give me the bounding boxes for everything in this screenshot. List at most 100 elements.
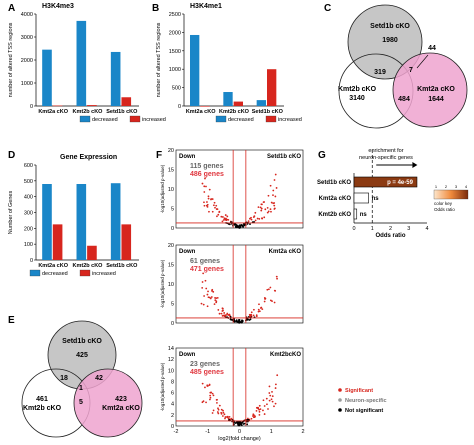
x-category-label: Kmt2a cKO (38, 263, 68, 269)
x-axis-label: Odds ratio (375, 233, 405, 239)
volcano-point (218, 211, 221, 213)
volcano-point (206, 201, 208, 203)
panel-label-e: E (8, 315, 15, 326)
volcano-point (229, 315, 232, 318)
x-tick-label: 2 (389, 226, 392, 232)
venn-c-count-setd1b-kmt2a: 44 (428, 45, 436, 52)
volcano-point (212, 409, 215, 412)
volcano-point (262, 201, 265, 204)
colorbar-tick: 4 (465, 184, 468, 189)
volcano-point (267, 194, 270, 197)
volcano-point (201, 382, 204, 385)
odds-bar (353, 208, 358, 220)
y-tick-label: 4000 (21, 12, 33, 18)
volcano-frame (175, 244, 304, 324)
volcano-point (274, 387, 277, 389)
volcano-point (224, 417, 226, 420)
chart-title: Gene Expression (60, 154, 117, 161)
volcano-point (257, 406, 259, 409)
volcano-point (234, 422, 237, 424)
volcano-point (209, 394, 212, 397)
volcano-point (226, 313, 228, 316)
volcano-point (214, 206, 216, 209)
legend-label: increased (92, 271, 116, 277)
venn-c-count-setd1b: 1980 (382, 37, 398, 44)
volcano-point (269, 184, 272, 187)
volcano-point (221, 310, 224, 312)
legend-label: increased (278, 117, 302, 123)
panel-label-a: A (8, 3, 15, 14)
y-tick-label: 0 (178, 104, 181, 110)
volcano-point (250, 218, 253, 221)
volcano-point (230, 417, 233, 420)
volcano-point (242, 423, 245, 425)
chart-title: H3K4me3 (42, 3, 74, 10)
volcano-point (214, 297, 216, 299)
volcano-point (222, 219, 225, 221)
legend-label: Neuron-specific (345, 398, 387, 404)
y-category-label: Kmt2a cKO (319, 196, 352, 202)
y-tick-label: 2 (171, 413, 174, 419)
x-tick-label: 3 (407, 226, 410, 232)
volcano-point (203, 204, 206, 207)
volcano-point (203, 191, 206, 193)
annotation-line2: neuron-specific genes (359, 155, 413, 161)
x-category-label: Setd1b cKO (106, 109, 138, 115)
volcano-point (241, 225, 244, 228)
volcano-point (236, 224, 239, 227)
volcano-point (256, 217, 259, 220)
volcano-point (216, 401, 218, 404)
y-tick-label: 2000 (21, 58, 33, 64)
x-category-label: Kmt2a cKO (38, 109, 68, 115)
legend-label: Significant (345, 388, 373, 394)
volcano-point (211, 210, 214, 213)
venn-e-count-all: 1 (79, 385, 83, 392)
chart-gene-expression: Gene Expression 0 100 200 300 400 500 600 Number… (8, 154, 139, 277)
y-tick-label: 10 (168, 368, 174, 374)
volcano-point (274, 383, 277, 386)
volcano-point (241, 319, 243, 322)
y-tick-label: 8 (171, 379, 174, 385)
volcano-point (271, 395, 274, 398)
volcano-point (223, 312, 226, 314)
volcano-point (236, 321, 239, 324)
bar-increased (87, 245, 97, 260)
y-axis-label: -log10(adjusted p-value) (160, 259, 165, 308)
volcano-point (224, 214, 227, 216)
volcano-point (220, 215, 223, 218)
volcano-point (213, 303, 216, 306)
legend-swatch-increased (79, 269, 91, 277)
volcano-point (221, 307, 224, 310)
bar-decreased (110, 51, 121, 106)
venn-e-count-setd1b-kmt2b: 18 (60, 375, 68, 382)
volcano-point (263, 297, 266, 299)
odds-bar (353, 192, 369, 204)
y-tick-label: 0 (171, 226, 174, 232)
volcano-point (255, 314, 258, 317)
volcano-point (218, 312, 221, 315)
volcano-point (255, 409, 258, 412)
volcano-point (275, 187, 278, 189)
volcano-point (230, 318, 233, 321)
volcano-point (207, 290, 209, 293)
x-tick-label: 0 (352, 226, 355, 232)
volcano-point (263, 405, 266, 407)
volcano-point (216, 411, 219, 413)
legend-swatch-decreased (215, 115, 227, 123)
volcano-point (240, 321, 242, 323)
y-axis-label: Number of Genes (8, 191, 14, 235)
volcano-point (209, 297, 212, 300)
x-category-label: Kmt2b cKO (73, 109, 104, 115)
x-tick-label: 1 (371, 226, 374, 232)
venn-c-count-kmt2b: 3140 (349, 95, 365, 102)
panel-label-c: C (324, 3, 331, 14)
volcano-point (221, 415, 224, 417)
bar-decreased (256, 100, 266, 106)
volcano-neuron-count: 61 genes (190, 258, 220, 265)
volcano-point (223, 315, 226, 318)
y-tick-label: 5 (171, 207, 174, 213)
volcano-point (239, 226, 242, 229)
venn-c-pointer-line (416, 54, 429, 69)
volcano-point (203, 185, 206, 188)
